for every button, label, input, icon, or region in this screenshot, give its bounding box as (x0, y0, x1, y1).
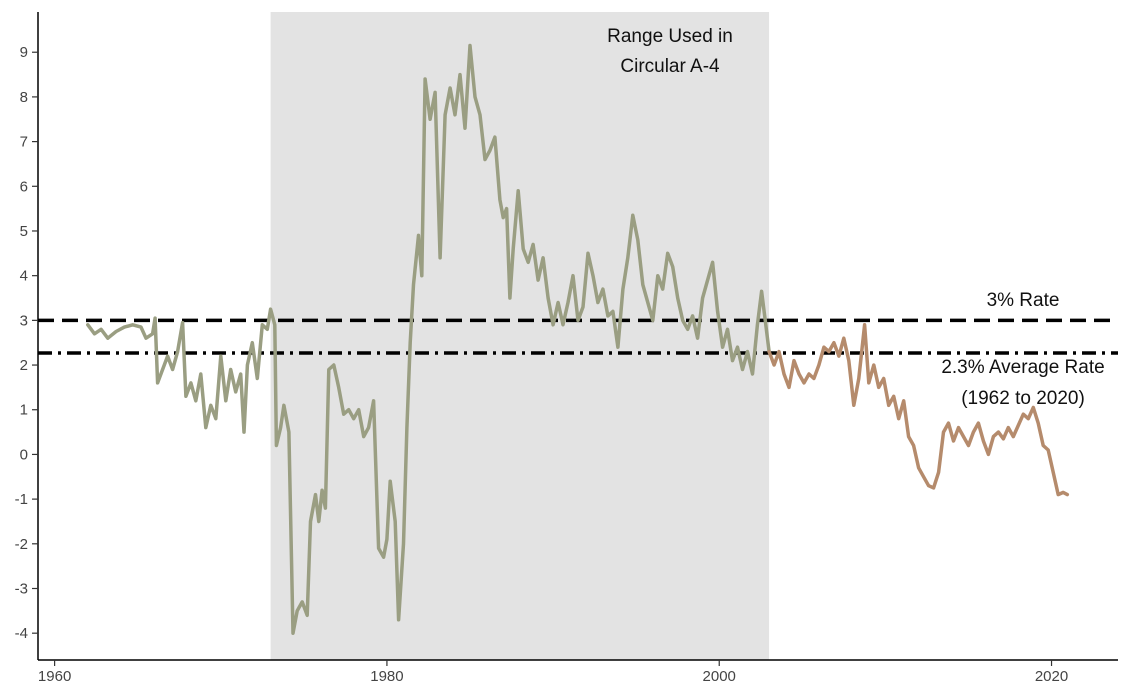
y-tick-label: 1 (20, 402, 28, 419)
series-line-2 (767, 323, 1070, 497)
y-tick-label: 3 (20, 312, 28, 329)
y-tick-label: 6 (20, 178, 28, 195)
shaded-range-rect (270, 12, 770, 660)
shaded-range-label-line: Range Used in (607, 26, 733, 47)
x-tick-label: 1980 (370, 668, 403, 683)
y-tick-label: 4 (20, 268, 28, 285)
shaded-range-layer (270, 12, 770, 660)
average-rate-label-line: (1962 to 2020) (961, 388, 1085, 409)
three-percent-rate-label: 3% Rate (987, 290, 1060, 311)
average-rate-label: 2.3% Average Rate (1962 to 2020) (941, 357, 1104, 409)
series-line-1 (86, 43, 771, 635)
x-tick-label: 2020 (1035, 668, 1068, 683)
y-tick-label: 8 (20, 89, 28, 106)
x-tick-label: 1960 (38, 668, 71, 683)
axes-layer: -4 -3 -2 -1 0 1 2 3 4 5 6 7 8 9 1960 1980 2000 2020 (15, 12, 1118, 683)
three-percent-rate-label-line: 3% Rate (987, 290, 1060, 311)
y-tick-label: -2 (15, 536, 28, 553)
y-tick-label: -4 (15, 625, 28, 642)
y-tick-label: 5 (20, 223, 28, 240)
y-tick-label: 2 (20, 357, 28, 374)
y-tick-label: -1 (15, 491, 28, 508)
shaded-range-label: Range Used in Circular A-4 (607, 26, 733, 77)
average-rate-label-line: 2.3% Average Rate (941, 357, 1104, 378)
y-tick-label: 9 (20, 44, 28, 61)
y-tick-label: 7 (20, 134, 28, 151)
annotations-layer: Range Used in Circular A-4 3% Rate 2.3% Ave… (607, 26, 1105, 409)
x-tick-label: 2000 (703, 668, 736, 683)
y-tick-label: 0 (20, 446, 28, 463)
y-tick-label: -3 (15, 580, 28, 597)
series-layer (86, 43, 1070, 635)
shaded-range-label-line: Circular A-4 (620, 56, 720, 77)
